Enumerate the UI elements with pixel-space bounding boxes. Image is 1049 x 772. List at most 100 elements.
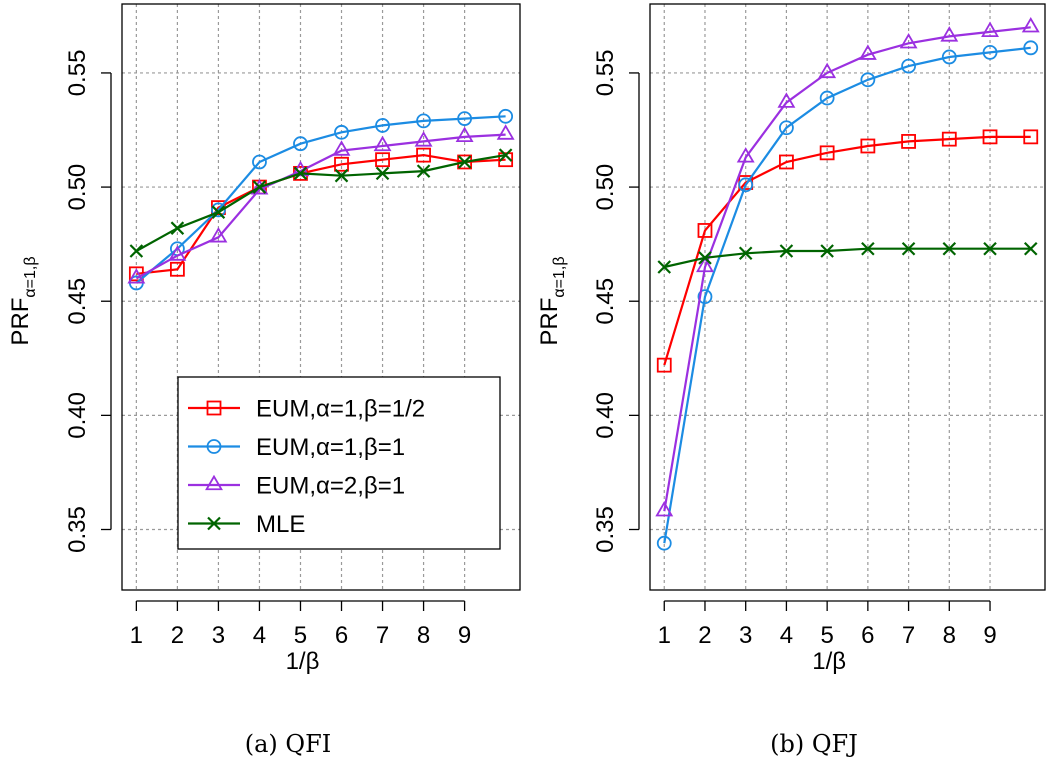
series-1 bbox=[656, 129, 1039, 373]
data-point bbox=[696, 256, 714, 273]
legend-label: EUM,α=1,β=1/2 bbox=[256, 396, 425, 423]
data-point bbox=[498, 148, 513, 162]
y-tick-label: 0.45 bbox=[64, 278, 91, 325]
data-point bbox=[738, 246, 753, 261]
plot-frame bbox=[121, 3, 521, 591]
data-point bbox=[416, 147, 431, 163]
series-3 bbox=[127, 124, 515, 284]
data-point bbox=[168, 245, 187, 261]
data-point bbox=[211, 202, 226, 218]
panel-caption: (b) QFJ bbox=[770, 730, 858, 758]
x-tick-label: 7 bbox=[902, 622, 915, 649]
x-tick-label: 9 bbox=[458, 622, 471, 649]
data-point bbox=[982, 44, 998, 60]
data-point bbox=[252, 154, 267, 170]
data-point bbox=[777, 92, 796, 108]
data-point bbox=[416, 113, 431, 129]
legend: EUM,α=1,β=1/2 EUM,α=1,β=1 EUM,α=2,β=1 MLE bbox=[177, 376, 501, 550]
legend-label: MLE bbox=[256, 511, 305, 538]
data-point bbox=[334, 124, 349, 140]
series-line bbox=[135, 133, 506, 280]
x-tick-label: 4 bbox=[780, 622, 793, 649]
data-point bbox=[496, 124, 515, 140]
data-point bbox=[332, 140, 351, 156]
data-point bbox=[779, 120, 794, 136]
data-point bbox=[941, 131, 957, 147]
data-point bbox=[169, 261, 185, 277]
data-point bbox=[657, 260, 672, 274]
x-tick-label: 3 bbox=[212, 622, 225, 649]
data-point bbox=[901, 241, 916, 256]
y-tick-label: 0.35 bbox=[64, 506, 91, 553]
data-point bbox=[779, 154, 794, 170]
data-point bbox=[941, 49, 957, 65]
data-point bbox=[375, 152, 390, 168]
y-axis-label-main: PRF bbox=[536, 298, 563, 346]
data-point bbox=[416, 164, 431, 178]
y-tick-label: 0.50 bbox=[592, 164, 619, 211]
legend-entry: EUM,α=1,β=1/2 bbox=[188, 396, 425, 423]
panel-1: 1 2 3 4 5 6 7 8 9 1/β 0.35 0.40 0.45 0.50 0.55 PRFα=1,β… bbox=[7, 3, 521, 758]
data-point bbox=[498, 108, 514, 124]
data-point bbox=[861, 241, 875, 256]
data-point bbox=[983, 241, 997, 256]
x-tick-label: 8 bbox=[943, 622, 956, 649]
legend-entry: EUM,α=1,β=1 bbox=[188, 434, 405, 461]
y-axis-label-subscript: α=1,β bbox=[22, 256, 39, 297]
series-line bbox=[135, 115, 506, 284]
data-point bbox=[127, 268, 146, 284]
series-line bbox=[664, 247, 1031, 269]
y-tick-label: 0.45 bbox=[592, 278, 619, 325]
data-point bbox=[1023, 241, 1038, 256]
legend-marker bbox=[207, 516, 221, 531]
series-4 bbox=[129, 148, 513, 258]
data-point bbox=[899, 32, 918, 49]
data-point bbox=[375, 118, 390, 133]
data-point bbox=[414, 131, 433, 147]
y-tick-label: 0.40 bbox=[592, 392, 619, 439]
legend-label: EUM,α=2,β=1 bbox=[256, 473, 405, 500]
data-point bbox=[982, 129, 998, 145]
data-point bbox=[860, 138, 876, 154]
data-point bbox=[252, 180, 267, 194]
data-point bbox=[1023, 129, 1039, 145]
data-point bbox=[373, 135, 392, 152]
data-point bbox=[819, 90, 835, 106]
series-line bbox=[135, 154, 506, 252]
data-point bbox=[818, 62, 837, 79]
legend-entry: MLE bbox=[188, 511, 305, 538]
y-axis-label-main: PRF bbox=[7, 298, 34, 346]
data-point bbox=[860, 72, 876, 88]
y-axis-label: PRFα=1,β bbox=[536, 256, 568, 345]
x-axis-label: 1/β bbox=[286, 648, 320, 675]
series-2 bbox=[656, 40, 1039, 551]
legend-box bbox=[177, 376, 501, 550]
x-tick-label: 6 bbox=[335, 622, 348, 649]
y-tick-label: 0.50 bbox=[64, 164, 91, 211]
data-point bbox=[942, 241, 957, 256]
data-point bbox=[819, 145, 835, 161]
series-3 bbox=[655, 16, 1040, 517]
data-point bbox=[375, 166, 390, 181]
data-point bbox=[1023, 40, 1039, 56]
data-point bbox=[779, 244, 794, 258]
panel-caption: (a) QFI bbox=[245, 730, 331, 758]
x-tick-label: 6 bbox=[861, 622, 874, 649]
x-tick-label: 2 bbox=[171, 622, 184, 649]
data-point bbox=[457, 155, 472, 169]
data-point bbox=[820, 244, 834, 258]
data-point bbox=[940, 26, 959, 42]
y-tick-label: 0.55 bbox=[592, 50, 619, 97]
x-axis-label: 1/β bbox=[812, 648, 846, 675]
y-axis-label: PRFα=1,β bbox=[7, 256, 39, 345]
x-tick-label: 2 bbox=[698, 622, 711, 649]
series-1 bbox=[128, 147, 514, 282]
plot-frame bbox=[649, 3, 1046, 591]
data-point bbox=[736, 147, 755, 163]
x-tick-label: 9 bbox=[983, 622, 996, 649]
x-tick-label: 1 bbox=[130, 622, 143, 649]
data-point bbox=[981, 21, 999, 38]
x-tick-label: 1 bbox=[658, 622, 671, 649]
data-point bbox=[697, 289, 713, 305]
